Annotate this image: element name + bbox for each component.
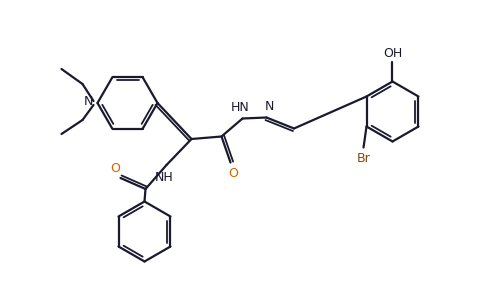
Text: O: O <box>229 166 239 179</box>
Text: O: O <box>111 162 121 175</box>
Text: Br: Br <box>357 151 371 164</box>
Text: N: N <box>265 99 274 112</box>
Text: N: N <box>84 95 94 108</box>
Text: OH: OH <box>383 47 402 60</box>
Text: NH: NH <box>155 171 174 184</box>
Text: HN: HN <box>231 101 250 114</box>
